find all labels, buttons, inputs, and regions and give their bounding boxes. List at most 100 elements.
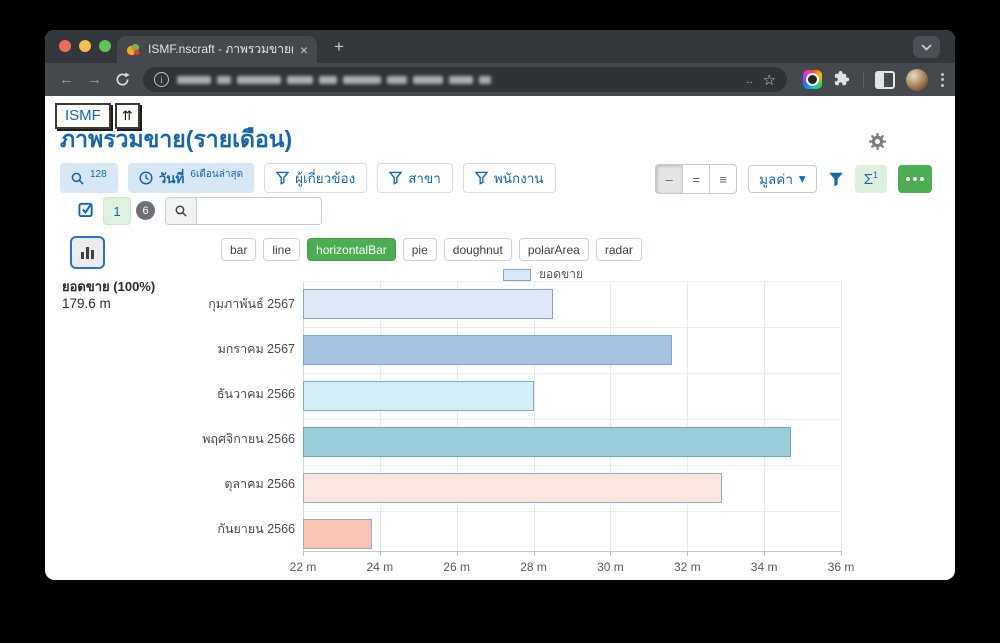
favicon	[126, 43, 140, 56]
selected-page-button[interactable]: 1	[103, 197, 131, 225]
date-label: วันที่	[158, 171, 185, 186]
view-density-option-2[interactable]: ≡	[709, 165, 736, 193]
search-input[interactable]	[197, 198, 321, 224]
gridline	[610, 281, 612, 551]
x-axis-label: 26 m	[443, 560, 471, 574]
view-density-toggle: – = ≡	[655, 164, 738, 194]
extensions-puzzle-icon[interactable]	[833, 70, 852, 89]
bar-ตุลาคม 2566[interactable]	[303, 473, 722, 503]
bar-ธันวาคม 2566[interactable]	[303, 381, 534, 411]
view-density-option-1[interactable]: =	[682, 165, 709, 193]
filter-button-row: 128 วันที่ 6เดือนล่าสุด ผู้เกี่ยวข้อง สา…	[60, 163, 556, 193]
axis-tick	[841, 551, 842, 556]
bar-chart-plot: 22 m 24 m 26 m 28 m 30 m 32 m 34 m 36 m	[290, 281, 854, 574]
reload-button[interactable]	[110, 67, 135, 92]
series-total: 179.6 m	[62, 296, 111, 311]
app-logo-button[interactable]: ISMF	[55, 103, 111, 129]
funnel-icon	[474, 171, 488, 185]
view-density-option-0[interactable]: –	[656, 165, 683, 193]
filter-funnel-icon[interactable]	[828, 171, 844, 188]
date-range-button[interactable]: วันที่ 6เดือนล่าสุด	[127, 163, 255, 193]
chart-legend[interactable]: ยอดขาย	[503, 265, 583, 284]
bar-กุมภาพันธ์ 2567[interactable]	[303, 289, 553, 319]
browser-toolbar: ← → i .. ☆	[45, 63, 955, 96]
chart-type-chip-doughnut[interactable]: doughnut	[443, 238, 512, 261]
bookmark-star-icon[interactable]: ☆	[762, 71, 776, 89]
chart-type-chip-bar[interactable]: bar	[221, 238, 257, 261]
site-info-icon[interactable]: i	[154, 72, 169, 87]
legend-label: ยอดขาย	[539, 267, 584, 281]
gridline	[841, 281, 842, 551]
minimize-window-button[interactable]	[79, 40, 91, 52]
x-axis-label: 34 m	[750, 560, 778, 574]
axis-tick	[764, 551, 766, 556]
value-dropdown-button[interactable]: มูลค่า ▾	[748, 165, 817, 193]
bar-กันยายน 2566[interactable]	[303, 519, 373, 549]
new-tab-button[interactable]: +	[334, 37, 344, 56]
side-panel-icon[interactable]	[875, 70, 895, 89]
window-controls	[59, 40, 111, 52]
browser-window: ISMF.nscraft - ภาพรวมขาย(ราย × + ← → i .…	[45, 30, 955, 580]
chart-type-chip-horizontalBar[interactable]: horizontalBar	[307, 238, 396, 261]
record-count-button[interactable]: 128	[60, 163, 118, 193]
tab-strip: ISMF.nscraft - ภาพรวมขาย(ราย × +	[45, 30, 955, 63]
chart-row	[303, 327, 841, 373]
branch-filter-button[interactable]: สาขา	[377, 163, 453, 193]
zoom-window-button[interactable]	[99, 40, 111, 52]
x-axis-label: 22 m	[289, 560, 317, 574]
color-extension-icon[interactable]	[803, 70, 822, 89]
browser-menu-icon[interactable]	[939, 72, 946, 87]
employee-filter-label: พนักงาน	[493, 171, 544, 186]
x-axis-label: 30 m	[597, 560, 624, 574]
chart-row	[303, 419, 841, 465]
more-actions-button[interactable]	[898, 165, 932, 193]
branch-filter-label: สาขา	[408, 171, 441, 186]
reload-icon	[116, 72, 130, 86]
profile-avatar[interactable]	[906, 68, 928, 91]
settings-gear-icon[interactable]	[868, 132, 887, 151]
close-window-button[interactable]	[59, 40, 71, 52]
axis-tick	[533, 551, 535, 556]
gridline	[456, 281, 458, 551]
url-bar[interactable]: i .. ☆	[143, 67, 787, 92]
related-filter-button[interactable]: ผู้เกี่ยวข้อง	[264, 163, 368, 193]
y-axis-label: พฤศจิกายน 2566	[202, 431, 295, 446]
gridline	[533, 281, 535, 551]
funnel-icon	[276, 171, 290, 185]
forward-button[interactable]: →	[87, 71, 102, 88]
y-axis-label: ตุลาคม 2566	[224, 476, 295, 491]
y-axis-labels: กุมภาพันธ์ 2567 มกราคม 2567 ธันวาคม 2566 พฤ…	[183, 281, 295, 551]
collapse-arrows-button[interactable]: ⇈	[114, 103, 140, 129]
url-text-blurred	[177, 75, 738, 84]
back-button[interactable]: ←	[59, 71, 74, 88]
chart-row	[303, 511, 841, 557]
x-axis-label: 28 m	[520, 560, 547, 574]
clock-icon	[139, 171, 153, 185]
sigma-superscript: 1	[872, 170, 878, 180]
tab-search-chevron-button[interactable]	[913, 36, 940, 58]
page-title: ภาพรวมขาย(รายเดือน)	[60, 126, 293, 152]
select-all-checkbox-icon[interactable]	[78, 201, 95, 218]
chart-type-chip-radar[interactable]: radar	[595, 238, 642, 261]
caret-down-icon: ▾	[798, 171, 806, 186]
search-box[interactable]	[165, 197, 322, 225]
chart-row	[303, 281, 841, 327]
browser-tab[interactable]: ISMF.nscraft - ภาพรวมขาย(ราย ×	[117, 36, 317, 63]
employee-filter-button[interactable]: พนักงาน	[462, 163, 556, 193]
tab-close-icon[interactable]: ×	[299, 41, 308, 58]
axis-tick	[456, 551, 458, 556]
gridline	[303, 281, 304, 551]
search-icon	[175, 205, 187, 217]
chart-view-button[interactable]	[70, 236, 105, 269]
bar-พฤศจิกายน 2566[interactable]	[303, 427, 792, 457]
chart-type-chip-line[interactable]: line	[263, 238, 301, 261]
chart-type-chip-polarArea[interactable]: polarArea	[518, 238, 589, 261]
toolbar-divider	[863, 71, 864, 88]
chart-row	[303, 465, 841, 511]
chart-type-chip-pie[interactable]: pie	[402, 238, 437, 261]
x-axis-label: 24 m	[366, 560, 394, 574]
bar-มกราคม 2567[interactable]	[303, 335, 672, 365]
gridline	[379, 281, 381, 551]
